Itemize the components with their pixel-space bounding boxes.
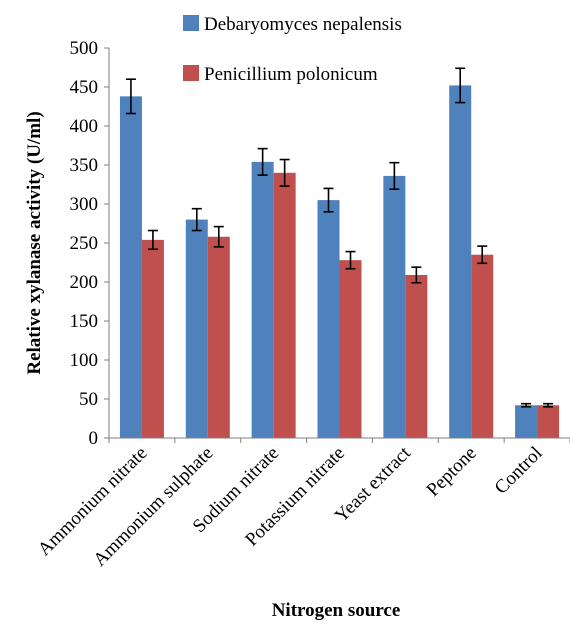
bar-debaryomyces (383, 175, 406, 439)
y-tick-label: 350 (70, 155, 99, 176)
bar-debaryomyces (185, 219, 208, 438)
bar-penicillium (405, 274, 428, 438)
bar-debaryomyces (449, 85, 472, 438)
y-tick-label: 400 (70, 116, 99, 137)
error-bar (521, 402, 532, 408)
legend-swatch-penicillium (183, 65, 199, 81)
bar-penicillium (207, 236, 230, 438)
category-label: Ammonium sulphate (89, 443, 217, 571)
y-tick-label: 500 (70, 38, 99, 59)
error-bar (455, 67, 466, 104)
error-bar (125, 78, 136, 115)
error-bar (323, 187, 334, 213)
y-tick-label: 300 (70, 194, 99, 215)
error-bar (477, 245, 488, 265)
y-tick-label: 200 (70, 272, 99, 293)
error-bar (411, 266, 422, 284)
legend-label-debaryomyces: Debaryomyces nepalensis (204, 14, 402, 35)
category-label: Ammonium nitrate (34, 443, 151, 560)
error-bar (389, 161, 400, 190)
error-bar (191, 207, 202, 232)
y-tick-label: 0 (89, 428, 99, 449)
y-tick-label: 450 (70, 77, 99, 98)
bar-penicillium (273, 172, 296, 439)
x-axis-tick-marks (108, 438, 570, 443)
category-label: Peptone (423, 443, 481, 501)
error-bar (213, 225, 224, 248)
bar-penicillium (141, 239, 164, 438)
bar-debaryomyces (251, 161, 274, 438)
category-label: Control (491, 443, 547, 499)
bar-debaryomyces (119, 96, 142, 439)
x-axis-title: Nitrogen source (272, 600, 401, 621)
legend-swatch-debaryomyces (183, 15, 199, 31)
y-tick-label: 50 (79, 389, 98, 410)
error-bar (147, 229, 158, 251)
y-axis-ticks: 0 50 100 150 200 250 300 350 400 450 500 (70, 38, 109, 449)
bar-debaryomyces (317, 200, 340, 438)
error-bar (543, 402, 554, 408)
bar-penicillium (471, 254, 494, 438)
y-axis-title: Relative xylanase activity (U/ml) (24, 111, 45, 374)
bar-debaryomyces (515, 405, 538, 438)
bar-penicillium (537, 405, 560, 438)
error-bar (257, 147, 268, 176)
error-bar (345, 250, 356, 270)
bar-penicillium (339, 260, 362, 438)
y-tick-label: 100 (70, 350, 99, 371)
bars (119, 85, 560, 439)
y-tick-label: 150 (70, 311, 99, 332)
error-bar (279, 158, 290, 187)
legend-label-penicillium: Penicillium polonicum (204, 64, 378, 85)
y-tick-label: 250 (70, 233, 99, 254)
error-bars (125, 67, 554, 408)
legend: Debaryomyces nepalensis Penicillium polo… (183, 14, 402, 85)
